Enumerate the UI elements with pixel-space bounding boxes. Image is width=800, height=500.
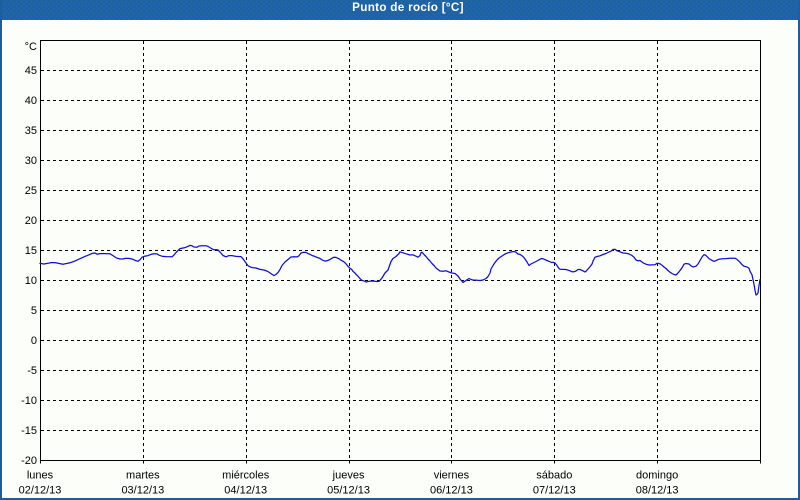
svg-text:-10: -10 (21, 395, 37, 407)
svg-text:35: 35 (25, 125, 37, 137)
svg-text:25: 25 (25, 185, 37, 197)
svg-text:05/12/13: 05/12/13 (327, 485, 370, 497)
svg-text:15: 15 (25, 245, 37, 257)
svg-text:-5: -5 (27, 365, 37, 377)
svg-text:20: 20 (25, 215, 37, 227)
svg-text:-15: -15 (21, 425, 37, 437)
svg-text:5: 5 (31, 305, 37, 317)
svg-text:06/12/13: 06/12/13 (430, 485, 473, 497)
svg-text:07/12/13: 07/12/13 (533, 485, 576, 497)
svg-text:02/12/13: 02/12/13 (19, 485, 62, 497)
svg-text:miércoles: miércoles (222, 470, 270, 482)
svg-text:40: 40 (25, 95, 37, 107)
svg-text:lunes: lunes (27, 470, 54, 482)
svg-text:°C: °C (25, 41, 37, 53)
svg-text:03/12/13: 03/12/13 (121, 485, 164, 497)
svg-text:04/12/13: 04/12/13 (224, 485, 267, 497)
svg-text:45: 45 (25, 65, 37, 77)
svg-text:-20: -20 (21, 455, 37, 467)
svg-text:08/12/13: 08/12/13 (636, 485, 679, 497)
svg-text:viernes: viernes (434, 470, 470, 482)
svg-text:jueves: jueves (332, 470, 365, 482)
svg-text:domingo: domingo (636, 470, 678, 482)
svg-text:30: 30 (25, 155, 37, 167)
svg-text:martes: martes (126, 470, 160, 482)
svg-text:10: 10 (25, 275, 37, 287)
svg-text:sábado: sábado (536, 470, 572, 482)
svg-text:0: 0 (31, 335, 37, 347)
